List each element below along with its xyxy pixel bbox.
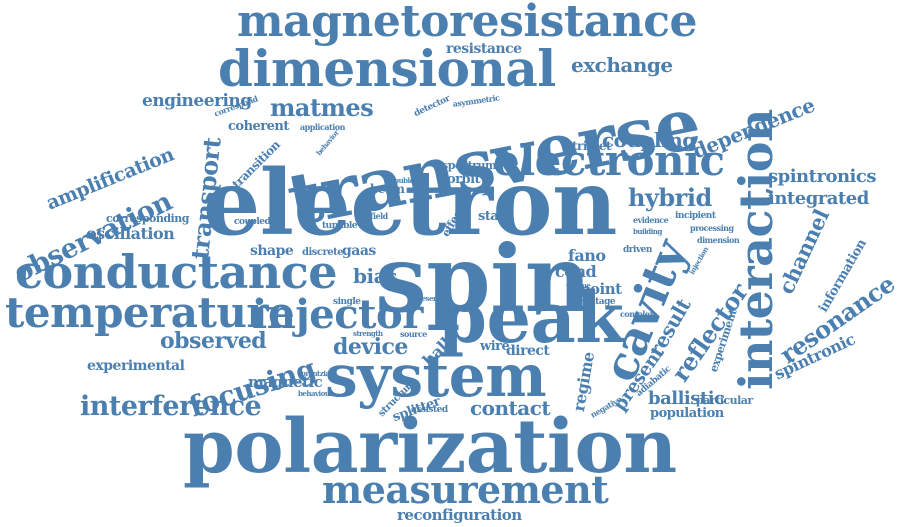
- word-experimental: experimental: [87, 358, 185, 374]
- word-point: point: [580, 280, 622, 298]
- word-dimensional: dimensional: [218, 39, 556, 98]
- word-beam: beam: [370, 182, 405, 196]
- word-assisted: assisted: [411, 405, 448, 415]
- word-processing: processing: [690, 223, 734, 233]
- word-lorentzian: lorentzian: [299, 369, 335, 378]
- word-particular: particular: [696, 394, 753, 407]
- word-contact: contact: [470, 396, 551, 420]
- word-hybrid: hybrid: [628, 183, 712, 212]
- word-interaction: interaction: [729, 109, 783, 390]
- word-corresponding: corresponding: [106, 212, 189, 225]
- word-electron: electron: [203, 150, 617, 256]
- word-coupling: coupling: [602, 128, 696, 152]
- word-source: source: [400, 329, 427, 339]
- word-shape: shape: [250, 243, 294, 259]
- word-fano: fano: [568, 246, 606, 265]
- word-complex: complex: [620, 309, 654, 319]
- word-magnetoresistance: magnetoresistance: [237, 0, 698, 47]
- word-double: double: [390, 176, 414, 185]
- word-reconfiguration: reconfiguration: [397, 506, 522, 524]
- word-peak: peak: [438, 276, 624, 359]
- word-interference: interference: [80, 391, 262, 422]
- word-bias: bias: [353, 264, 397, 288]
- word-unique: unique: [566, 281, 591, 290]
- word-oscillation: oscillation: [86, 224, 175, 243]
- word-behaviour: behaviour: [298, 389, 333, 398]
- word-triplet: triplet: [572, 139, 612, 153]
- word-engineering: engineering: [142, 91, 252, 111]
- word-population: population: [650, 406, 724, 421]
- word-spintronics: spintronics: [768, 166, 876, 187]
- word-exchange: exchange: [571, 53, 673, 77]
- word-incipient: incipient: [675, 211, 716, 221]
- word-direct: direct: [506, 343, 550, 359]
- word-building: building: [633, 227, 662, 236]
- word-observed: observed: [160, 328, 267, 354]
- word-resistance: resistance: [446, 41, 522, 57]
- word-coupled: coupled: [234, 217, 271, 227]
- word-single: single: [333, 297, 361, 307]
- word-channel: channel: [773, 205, 834, 298]
- word-measurement: measurement: [322, 467, 609, 512]
- word-matmes: matmes: [270, 93, 374, 122]
- word-device: device: [333, 334, 408, 360]
- word-system: system: [325, 342, 547, 410]
- word-wire: wire: [480, 339, 510, 354]
- word-application: application: [300, 122, 345, 132]
- word-ballistic: ballistic: [648, 388, 725, 409]
- word-spin: spin: [375, 225, 591, 333]
- word-driven: driven: [623, 245, 652, 255]
- word-length: length: [481, 173, 490, 196]
- word-temperature: temperature: [5, 288, 295, 337]
- word-polarization: polarization: [183, 404, 677, 490]
- word-tunable: tunable: [322, 221, 358, 231]
- word-field: field: [370, 211, 388, 221]
- word-spectrum: spectrum: [442, 159, 497, 172]
- word-strength: strength: [353, 329, 383, 338]
- word-state: state: [478, 209, 512, 224]
- word-injector: injector: [252, 291, 423, 338]
- word-drain: drain: [440, 307, 459, 316]
- word-electronic: electronic: [493, 136, 725, 185]
- word-integrated: integrated: [768, 188, 869, 209]
- word-evidence: evidence: [633, 215, 669, 225]
- word-orbit: orbit: [447, 172, 481, 187]
- word-conductance: conductance: [15, 245, 338, 299]
- word-detector: detector: [412, 93, 452, 120]
- word-presence: presence: [414, 294, 446, 303]
- word-magnetic: magnetic: [248, 373, 323, 391]
- word-cond: cond: [555, 262, 597, 281]
- word-voltage: voltage: [582, 297, 616, 307]
- word-dimension: dimension: [697, 235, 740, 245]
- word-coherent: coherent: [228, 119, 289, 134]
- word-gaas: gaas: [342, 243, 376, 259]
- word-discrete: discrete: [302, 247, 344, 258]
